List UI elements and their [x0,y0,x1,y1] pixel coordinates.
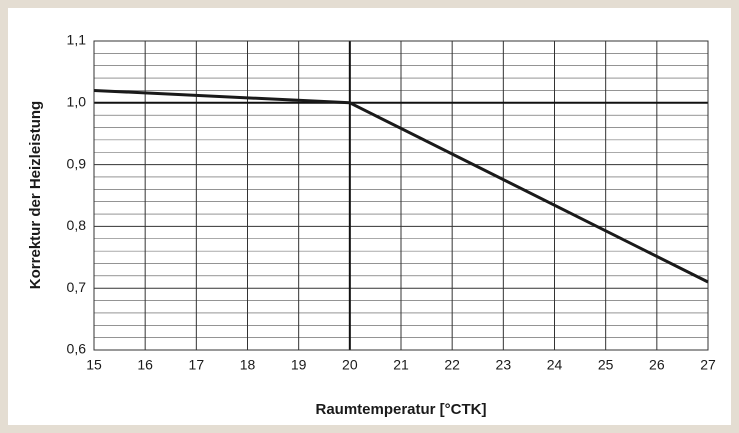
plot-border [93,40,709,351]
y-tick-label: 0,8 [67,217,87,233]
x-tick-label: 15 [86,357,102,373]
y-tick-label: 1,0 [67,94,87,110]
y-tick-label: 0,9 [67,155,87,171]
x-tick-label: 27 [700,357,716,373]
y-tick-label: 0,7 [67,279,87,295]
x-tick-label: 26 [649,357,665,373]
x-tick-label: 17 [189,357,205,373]
x-tick-label: 20 [342,357,358,373]
y-tick-label: 1,1 [67,32,87,48]
x-tick-label: 16 [137,357,153,373]
x-tick-label: 24 [547,357,563,373]
x-tick-label: 22 [444,357,460,373]
x-tick-label: 18 [240,357,256,373]
x-tick-label: 19 [291,357,307,373]
x-tick-label: 25 [598,357,614,373]
data-line [93,88,709,284]
panel [8,8,731,425]
x-axis-label: Raumtemperatur [°CTK] [315,401,486,418]
x-tick-label: 21 [393,357,409,373]
x-tick-label: 23 [496,357,512,373]
y-axis-label: Korrektur der Heizleistung [27,101,44,289]
plot-area: 0,6 0,7 0,8 0,9 1,0 1,1 15 16 17 18 19 20 21 22 23 24 25… [67,32,716,373]
y-tick-label: 0,6 [67,341,87,357]
